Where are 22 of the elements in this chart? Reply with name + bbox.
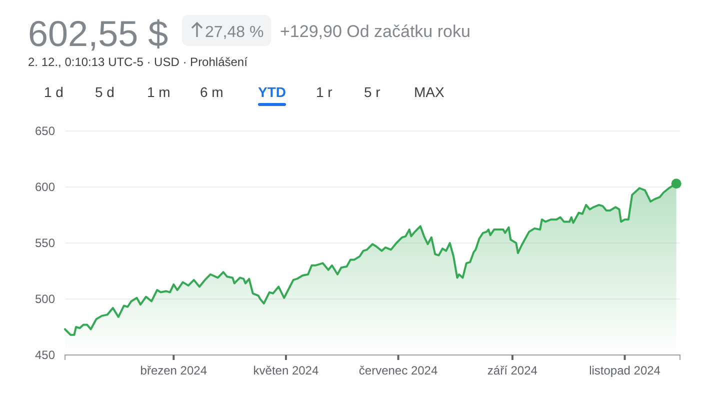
- text: 6 m: [200, 84, 224, 100]
- y-tick-label: 650: [34, 124, 56, 138]
- x-tick-label: září 2024: [487, 364, 538, 378]
- x-tick-label: listopad 2024: [589, 364, 661, 378]
- x-tick-label: červenec 2024: [358, 364, 438, 378]
- chart-subtitle: 2. 12., 0:10:13 UTC-5 · USD · Prohlášení: [28, 55, 248, 69]
- x-tick-label: březen 2024: [140, 364, 208, 378]
- y-tick-label: 550: [34, 236, 56, 250]
- text: 1 d: [44, 84, 64, 100]
- text: 5 r: [364, 84, 381, 100]
- text: 5 d: [95, 84, 114, 100]
- x-tick-label: květen 2024: [253, 364, 319, 378]
- text: 1 m: [147, 84, 170, 100]
- y-tick-label: 500: [34, 292, 56, 306]
- text: +129,90 Od začátku roku: [280, 22, 470, 41]
- text: 27,48 %: [205, 24, 264, 41]
- text: YTD: [258, 84, 286, 100]
- y-tick-label: 600: [34, 180, 56, 194]
- text: 1 r: [316, 84, 333, 100]
- chart-title: 602,55 $: [28, 13, 168, 54]
- text: MAX: [414, 84, 445, 100]
- y-tick-label: 450: [34, 348, 56, 362]
